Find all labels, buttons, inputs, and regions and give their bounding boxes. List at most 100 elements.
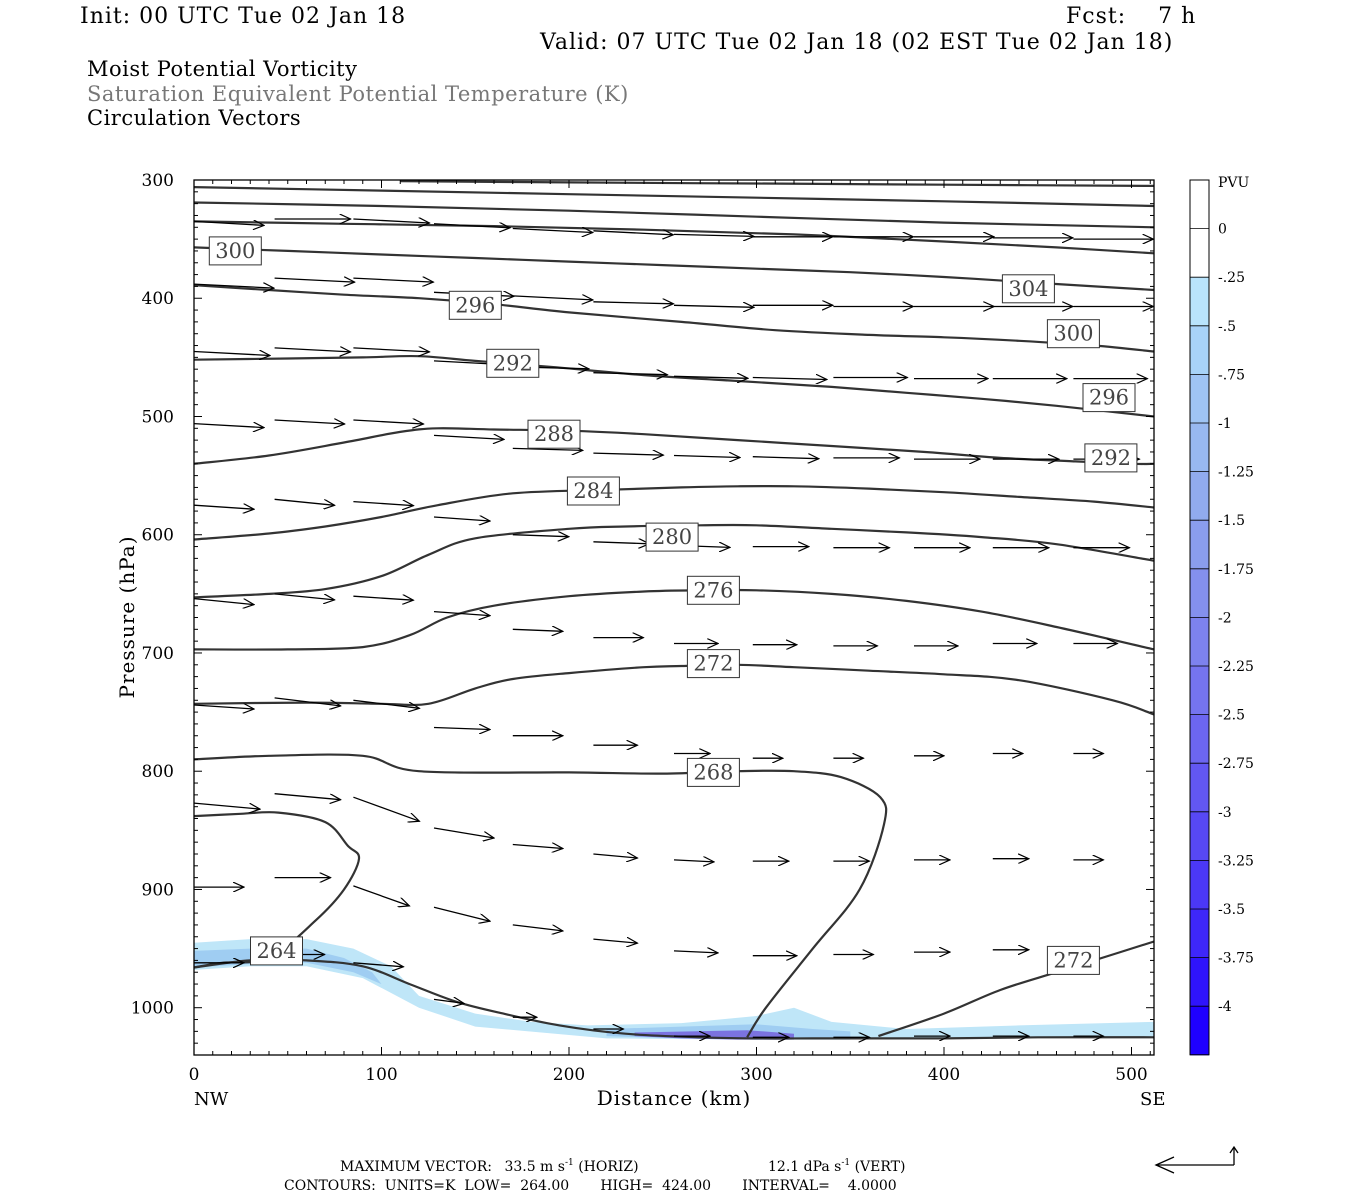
contour-label-box [486,348,540,378]
vector-arrow-3 [433,224,510,228]
vector-arrow-41 [593,453,663,455]
y-tick-label-900: 900 [142,880,174,900]
contour-label-box [1001,274,1055,304]
vector-arrow-18 [673,305,754,307]
vector-arrow-74 [353,699,419,708]
vector-arrow-64 [512,629,563,631]
max-vector-line: MAXIMUM VECTOR: 33.5 m s-1 (HORIZ) [340,1158,639,1175]
colorbar-swatch-4 [1190,374,1209,424]
contour-label-280-5: 280 [645,522,699,552]
colorbar-label-8: -2 [1218,610,1232,626]
contour-label-264-9: 264 [250,936,303,966]
colorbar-label-7: -1.75 [1218,562,1254,578]
vector-arrow-99 [433,906,490,921]
contours-info: CONTOURS: UNITS=K LOW= 264.00 HIGH= 424.… [284,1178,897,1194]
y-tick-label-1000: 1000 [131,999,174,1019]
colorbar-label-15: -3.75 [1218,951,1254,967]
colorbar-swatch-13 [1190,811,1209,861]
colorbar-label-11: -2.75 [1218,756,1254,772]
vector-arrow-109 [353,963,403,967]
contour-label-300-0: 300 [208,236,262,266]
contour-label-text: 288 [534,422,574,446]
vector-arrow-43 [752,457,819,459]
contour-label-box [645,522,699,552]
vector-arrow-29 [593,373,667,375]
vector-arrow-48 [194,505,254,509]
contour-label-text: 292 [493,351,533,375]
forecast-hour: Fcst: 7 h [1066,4,1197,29]
contour-label-272-14: 272 [1046,945,1100,975]
colorbar-swatch-10 [1190,666,1209,716]
colorbar-label-3: -.75 [1218,367,1245,383]
colorbar-title: PVU [1218,175,1250,191]
pv-shade-light-0 [194,939,1154,1040]
colorbar-label-14: -3.5 [1218,902,1245,918]
vector-arrow-13 [274,278,355,282]
colorbar-swatch-12 [1190,763,1209,813]
colorbar-label-12: -3 [1218,805,1232,821]
vector-arrow-39 [433,435,504,439]
vert-vector-line: 12.1 dPa s-1 (VERT) [768,1158,905,1175]
pv-colorbar: 0 -.25 -.5 -.75 -1 -1.25 -1.5 -1.75 -2 -2.25 -2.5 -… [1189,179,1254,1056]
contour-316-15 [400,180,1154,187]
colorbar-swatch-6 [1190,471,1209,521]
contour-label-292-13: 292 [1084,443,1138,473]
horiz-unit: (HORIZ) [574,1159,639,1175]
contour-label-304-10: 304 [1001,274,1055,304]
vector-arrow-102 [673,951,718,953]
vector-arrow-25 [274,348,351,352]
horiz-superscript: -1 [565,1158,574,1168]
vector-arrow-53 [593,542,649,544]
vector-arrow-6 [673,234,754,236]
contour-label-268-8: 268 [686,757,740,787]
contour-label-296-1: 296 [448,290,502,320]
vector-arrow-101 [593,939,637,943]
contour-280-6 [194,523,1154,599]
vector-arrow-0 [194,221,264,225]
vector-arrow-31 [752,378,827,380]
contour-label-292-2: 292 [486,348,540,378]
contour-268-1 [194,753,888,1038]
reference-vector-vert-head [1229,1145,1239,1154]
vector-arrow-24 [194,352,270,356]
contour-288-8 [194,427,1154,466]
vector-arrow-30 [673,376,748,378]
contour-label-300-11: 300 [1046,319,1100,349]
field-title-pv: Moist Potential Vorticity [87,57,358,81]
vector-arrow-40 [512,448,583,450]
vector-arrow-37 [274,420,345,424]
contour-label-text: 292 [1091,446,1131,470]
y-axis-label: Pressure (hPa) [115,536,139,699]
colorbar-swatch-11 [1190,714,1209,764]
contour-272-4 [878,940,1154,1038]
vector-arrow-110 [433,999,464,1003]
contour-label-box [686,575,740,605]
vector-arrow-4 [512,229,593,233]
colorbar-swatch-14 [1190,860,1209,910]
vector-arrow-75 [433,728,490,730]
colorbar-label-10: -2.5 [1218,708,1245,724]
vector-arrow-90 [673,860,714,862]
contour-label-text: 296 [455,293,495,317]
vector-arrow-60 [194,597,254,605]
colorbar-swatch-15 [1190,909,1209,959]
contour-label-box [1046,319,1100,349]
vector-arrow-100 [512,924,563,931]
vector-arrow-36 [194,424,264,428]
contour-label-text: 276 [693,578,733,602]
contour-284-7 [194,484,1154,541]
vector-arrow-72 [194,705,254,709]
contour-label-text: 280 [652,525,692,549]
x-tick-label-100: 100 [365,1065,397,1085]
contour-label-284-4: 284 [566,476,620,506]
vector-arrow-89 [593,854,637,858]
axes: 300 400 500 600 700 800 900 1000 0 100 200 300 400 50… [131,171,1154,1085]
y-tick-label-600: 600 [142,526,174,546]
colorbar-swatch-7 [1190,520,1209,570]
valid-time: Valid: 07 UTC Tue 02 Jan 18 (02 EST Tue … [540,30,1174,55]
vector-arrow-38 [353,420,423,424]
colorbar-label-2: -.5 [1218,319,1236,335]
vector-arrow-87 [433,827,494,838]
vector-arrow-17 [593,302,673,304]
